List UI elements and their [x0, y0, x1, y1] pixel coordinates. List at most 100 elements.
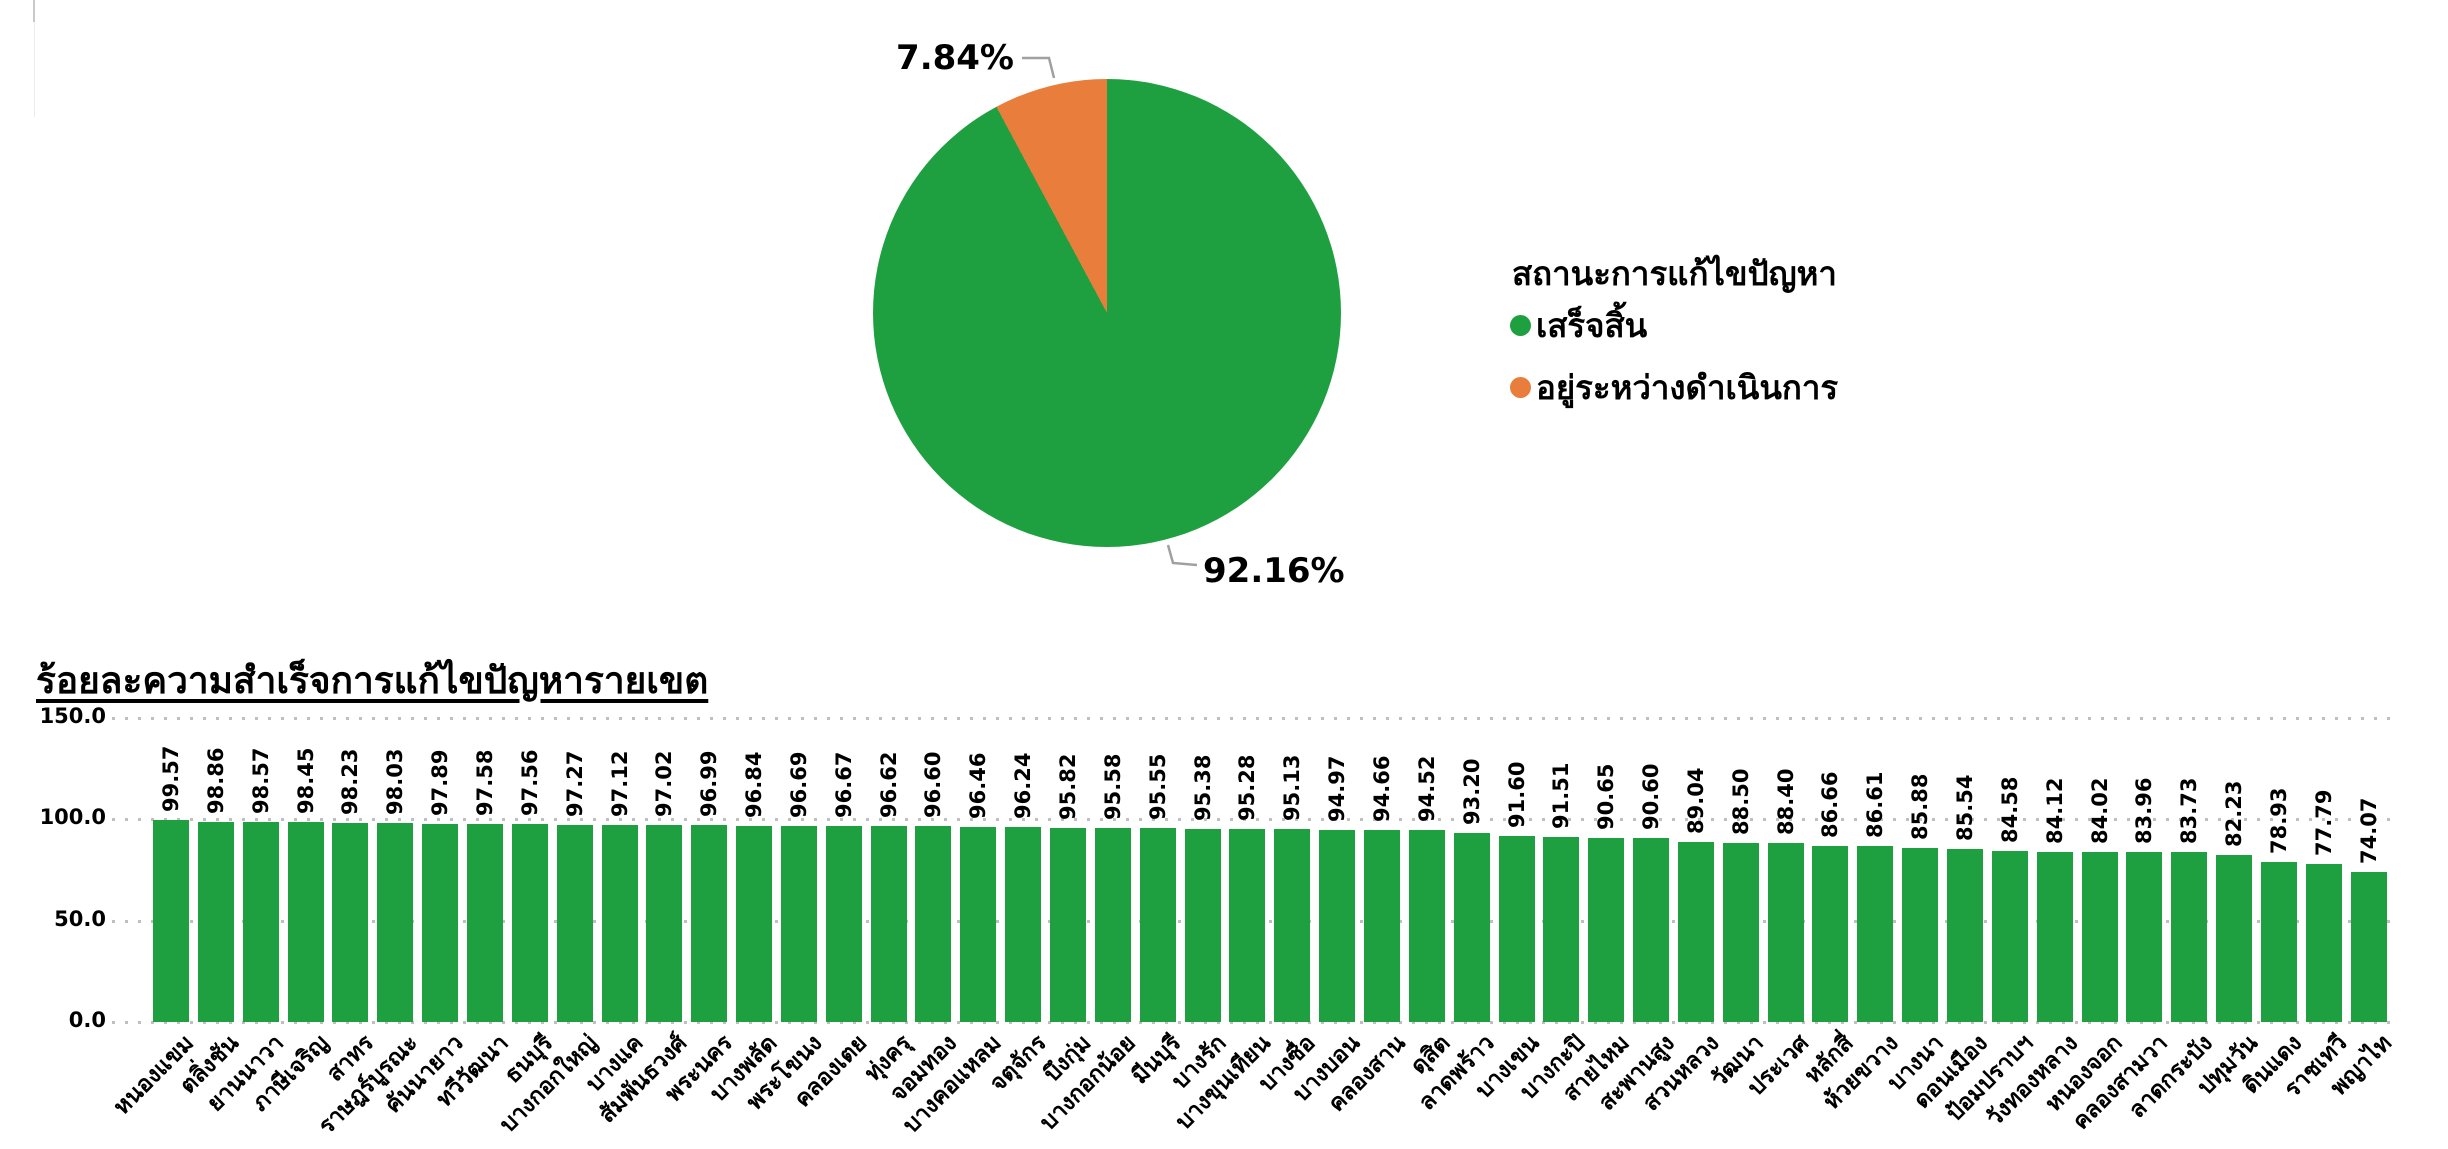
bar-value-label: 86.66	[1818, 771, 1843, 839]
bar-value-label: 95.28	[1235, 754, 1260, 821]
bar-ป้อมปราบฯ	[1991, 850, 2028, 1022]
bar-จอมทอง	[915, 826, 952, 1022]
bar-value-label: 98.86	[203, 747, 228, 814]
bar-value-label: 83.96	[2132, 777, 2157, 844]
y-tick-label: 100.0	[39, 805, 106, 830]
bar-value-label: 88.40	[1773, 768, 1798, 835]
bar-ทวีวัฒนา	[466, 824, 503, 1022]
bar-value-label: 78.93	[2266, 787, 2291, 855]
bar-หนองจอก	[2081, 851, 2118, 1022]
bar-พญาไท	[2350, 871, 2387, 1022]
bar-value-label: 97.27	[562, 750, 587, 817]
bar-พระโขนง	[780, 826, 817, 1022]
bar-value-label: 94.97	[1325, 755, 1350, 822]
bar-value-label: 96.46	[966, 752, 991, 819]
bar-value-label: 84.58	[1997, 776, 2022, 843]
bar-value-label: 82.23	[2222, 780, 2247, 848]
bar-บางรัก	[1184, 828, 1221, 1022]
edge-artifact-line-faint	[34, 22, 35, 117]
bar-บางกอกน้อย	[1094, 828, 1131, 1022]
bar-value-label: 91.51	[1549, 762, 1574, 829]
gridline-y-100.0	[112, 818, 2398, 822]
bar-value-label: 96.99	[697, 750, 722, 818]
legend-item-label: เสร็จสิ้น	[1536, 306, 1648, 345]
status-pie-chart	[873, 79, 1341, 547]
bar-chart-title: ร้อยละความสำเร็จการแก้ไขปัญหารายเขต	[36, 659, 709, 702]
bar-value-label: 98.03	[383, 748, 408, 816]
gridline-y-150.0	[112, 717, 2398, 720]
bar-value-label: 85.54	[1953, 774, 1977, 841]
bar-คลองเตย	[825, 826, 862, 1022]
bar-คันนายาว	[422, 823, 459, 1022]
legend-item-in-progress: อยู่ระหว่างดำเนินการ	[1510, 361, 1838, 414]
bar-value-label: 96.60	[921, 751, 946, 819]
bar-value-label: 98.23	[338, 748, 363, 815]
bar-คลองสามวา	[2126, 851, 2163, 1022]
bar-บางคอแหลม	[960, 826, 997, 1022]
bar-ธนบุรี	[511, 824, 548, 1022]
bar-บางนา	[1902, 847, 1939, 1022]
bar-value-label: 95.58	[1100, 753, 1125, 821]
bar-value-label: 83.73	[2177, 777, 2202, 845]
bar-บางเขน	[1498, 836, 1535, 1022]
bar-บึงกุ่ม	[1050, 827, 1086, 1022]
bar-ลาดพร้าว	[1453, 833, 1490, 1022]
bar-ปทุมวัน	[2216, 855, 2253, 1022]
bar-value-label: 89.04	[1683, 767, 1708, 834]
bar-สาทร	[332, 822, 369, 1022]
bar-value-label: 77.79	[2311, 789, 2336, 857]
bar-value-label: 84.02	[2087, 777, 2112, 844]
bar-value-label: 90.65	[1594, 763, 1619, 831]
bar-สัมพันธวงศ์	[646, 825, 683, 1022]
y-tick-label: 150.0	[39, 704, 106, 728]
pie-slice-percentage-label: 7.84%	[896, 38, 1014, 78]
bar-ดอนเมือง	[1947, 848, 1983, 1022]
bar-บางพลัด	[736, 825, 773, 1022]
bar-สายไหม	[1588, 838, 1625, 1022]
bar-value-label: 86.61	[1863, 772, 1888, 839]
bar-ราชเทวี	[2305, 864, 2342, 1022]
bar-value-label: 97.12	[607, 750, 632, 818]
bar-value-label: 97.89	[428, 749, 453, 816]
bar-บางซื่อ	[1274, 829, 1311, 1022]
bar-value-label: 97.02	[652, 750, 677, 818]
bar-value-label: 97.58	[472, 749, 497, 817]
bar-value-label: 96.62	[876, 751, 901, 819]
bar-value-label: 94.52	[1414, 756, 1439, 823]
edge-artifact-line	[33, 0, 35, 22]
bar-value-label: 96.69	[786, 751, 811, 819]
bar-ประเวศ	[1767, 842, 1804, 1022]
bar-จตุจักร	[1005, 826, 1042, 1022]
bar-value-label: 98.57	[248, 747, 273, 815]
bar-value-label: 95.55	[1145, 753, 1170, 821]
bar-value-label: 94.66	[1369, 755, 1394, 823]
bar-value-label: 97.56	[517, 749, 542, 817]
bar-บางขุนเทียน	[1229, 828, 1266, 1022]
bar-value-label: 85.88	[1908, 773, 1933, 840]
bar-บางกอกใหญ่	[556, 824, 593, 1022]
bar-value-label: 90.60	[1639, 763, 1664, 831]
bar-value-label: 95.82	[1056, 753, 1080, 820]
y-tick-label: 50.0	[54, 906, 106, 931]
bar-value-label: 98.45	[293, 748, 318, 815]
legend-marker-orange-icon	[1510, 377, 1531, 398]
bar-ลาดกระบัง	[2171, 852, 2208, 1022]
bar-value-label: 95.38	[1190, 754, 1215, 821]
bar-วัฒนา	[1722, 842, 1759, 1022]
bar-มีนบุรี	[1139, 828, 1176, 1022]
bar-value-label: 99.57	[159, 745, 183, 813]
bar-ห้วยขวาง	[1857, 846, 1894, 1022]
legend-marker-green-icon	[1510, 315, 1531, 336]
bar-ดินแดง	[2260, 862, 2297, 1022]
bar-value-label: 91.60	[1504, 761, 1529, 829]
bar-สะพานสูง	[1633, 838, 1670, 1022]
gridline-y-0.0	[112, 1021, 2398, 1024]
bar-value-label: 84.12	[2042, 777, 2067, 844]
bar-value-label: 96.84	[742, 751, 767, 818]
bar-value-label: 74.07	[2356, 797, 2381, 864]
pie-slice-percentage-label: 92.16%	[1203, 551, 1345, 591]
y-tick-label: 0.0	[68, 1008, 106, 1032]
bar-ทุ่งครุ	[870, 826, 907, 1022]
bar-value-label: 96.24	[1011, 752, 1036, 819]
bar-วังทองหลาง	[2036, 851, 2073, 1022]
